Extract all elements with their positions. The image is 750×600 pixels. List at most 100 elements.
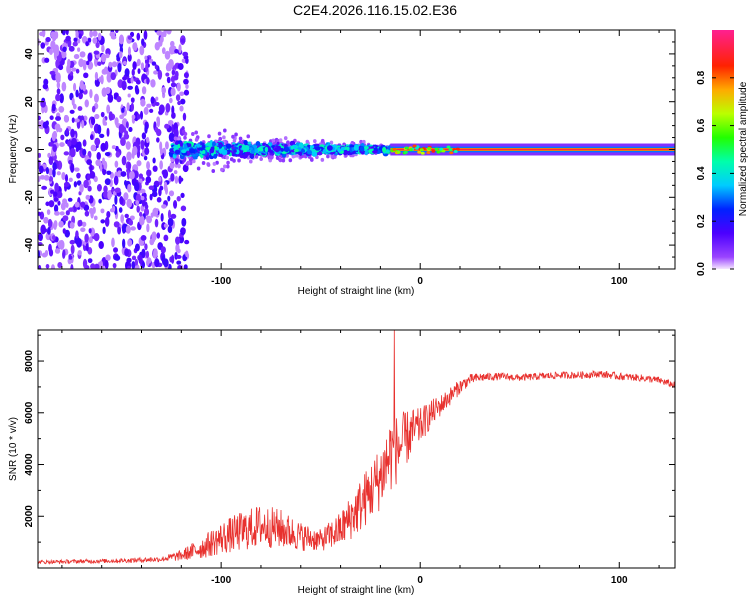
spectrogram-cell [120, 137, 126, 146]
spectrogram-cell [212, 161, 217, 166]
spectrogram-cell [125, 141, 131, 150]
spectrogram-cell [59, 93, 64, 104]
spectrogram-cell [141, 132, 147, 140]
spectrogram-cell [45, 167, 50, 175]
spectrogram-cell [420, 151, 425, 155]
spectrogram-cell [100, 208, 105, 214]
spectrogram-cell [310, 157, 314, 162]
spectrogram-cell [111, 145, 117, 150]
spectrogram-cell [419, 148, 424, 152]
spectrogram-cell [144, 204, 149, 210]
spectrogram-cell [79, 183, 84, 193]
spectrogram-cell [79, 51, 86, 58]
spectrogram-cell [213, 153, 218, 159]
spectrogram-cell [293, 148, 300, 153]
spectrogram-cell [141, 261, 146, 269]
spectrogram-cell [130, 76, 134, 84]
spectrogram-cell [149, 108, 154, 113]
spectrogram-cell [130, 102, 135, 112]
spectrogram-cell [166, 30, 172, 35]
spectrogram-cell [201, 145, 206, 150]
spectrogram-cell [146, 136, 150, 144]
spectrogram-cell [340, 146, 346, 151]
spectrogram-cell [183, 143, 188, 150]
spectrogram-cell [102, 191, 109, 199]
spectrogram-cell [192, 156, 198, 160]
spectrogram-cell [427, 146, 432, 150]
spectrogram-cell [75, 68, 80, 74]
spectrogram-cell [353, 145, 359, 151]
spectrogram-cell [63, 151, 70, 156]
spectrogram-cell [56, 191, 63, 199]
spectrogram-cell [153, 70, 159, 75]
spectrogram-cell [140, 234, 147, 241]
spectrogram-cell [87, 37, 92, 43]
spectrogram-cell [89, 170, 96, 179]
spectrogram-cell [119, 196, 124, 205]
spectrogram-cell [48, 248, 54, 257]
spectrogram-cell [221, 149, 228, 156]
spectrogram-cell [50, 189, 54, 194]
spectrogram-cell [99, 133, 105, 138]
spectrogram-cell [241, 144, 246, 151]
spectrogram-cell [62, 249, 66, 258]
spectrogram-cell [87, 185, 92, 192]
spectrogram-cell [183, 264, 188, 269]
spectrogram-cell [135, 200, 139, 206]
spectrogram-cell [243, 140, 248, 145]
spectrogram-cell [151, 61, 157, 66]
spectrogram-cell [136, 160, 142, 167]
spectrogram-cell [165, 103, 171, 113]
spectrogram-cell [183, 72, 189, 79]
spectrogram-cell [67, 140, 72, 147]
spectrogram-cell [55, 93, 61, 102]
spectrogram-cell [289, 140, 296, 146]
spectrogram-cell [158, 104, 165, 114]
spectrogram-cell [138, 254, 143, 265]
spectrogram-cell [117, 62, 122, 73]
spectrogram-cell [160, 213, 164, 222]
spectrogram-cell [51, 235, 56, 240]
spectrogram-cell [264, 146, 269, 153]
spectrogram-cell [123, 133, 130, 140]
spectrogram-cell [196, 166, 201, 171]
spectrogram-cell [123, 192, 129, 201]
spectrogram-cell [182, 164, 189, 173]
chart-title: C2E4.2026.116.15.02.E36 [293, 2, 457, 18]
spectrogram-cell [136, 32, 141, 41]
spectrogram-cell [271, 138, 276, 143]
spectrogram-cell [92, 30, 98, 37]
spectrogram-cell [214, 145, 218, 151]
spectrogram-cell [326, 145, 333, 151]
spectrogram-cell [313, 139, 317, 144]
x-tick-label: 100 [611, 276, 628, 287]
spectrogram-cell [62, 30, 66, 36]
spectrogram-cell [84, 210, 90, 217]
spectrogram-cell [70, 162, 75, 173]
spectrogram-cell [74, 118, 80, 123]
spectrogram-cell [114, 254, 121, 261]
spectrogram-cell [330, 154, 335, 159]
spectrogram-cell [201, 142, 205, 146]
spectrogram-cell [68, 207, 74, 212]
x-tick-label: 0 [417, 276, 423, 287]
spectrogram-cell [170, 158, 175, 163]
spectrogram-cell [78, 58, 84, 68]
spectrogram-cell [167, 209, 172, 219]
spectrogram-cell [107, 189, 112, 200]
spectrogram-cell [317, 151, 323, 156]
spectrogram-cell [80, 227, 86, 233]
spectrogram-cell [120, 214, 125, 224]
spectrogram-cell [60, 134, 65, 141]
spectrogram-cell [131, 261, 136, 269]
spectrogram-cell [77, 249, 82, 256]
carrier-peak [390, 148, 675, 151]
spectrogram-cell [59, 142, 65, 148]
spectrogram-cell [211, 141, 216, 148]
spectrogram-cell [77, 47, 81, 52]
spectrogram-cell [233, 149, 237, 153]
spectrogram-cell [54, 211, 60, 216]
spectrogram-cell [226, 164, 230, 169]
spectrogram-cell [121, 155, 127, 166]
spectrogram-cell [59, 211, 65, 216]
